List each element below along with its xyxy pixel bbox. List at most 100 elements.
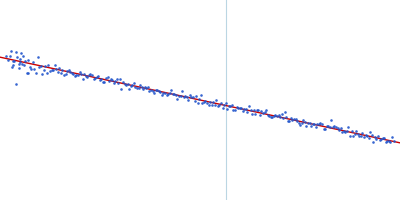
Point [280,117,286,120]
Point [244,110,251,113]
Point [22,60,28,63]
Point [255,108,262,112]
Point [215,104,221,107]
Point [261,110,268,114]
Point [151,92,157,95]
Point [48,68,55,71]
Point [258,109,265,113]
Point [373,138,380,141]
Point [104,76,111,79]
Point [282,111,288,114]
Point [123,83,129,86]
Point [152,88,159,91]
Point [64,70,70,73]
Point [126,88,132,91]
Point [25,58,31,62]
Point [190,95,196,98]
Point [191,99,198,102]
Point [53,68,59,71]
Point [108,77,114,80]
Point [134,87,140,90]
Point [305,121,311,124]
Point [103,76,109,80]
Point [67,70,73,73]
Point [288,117,294,120]
Point [96,78,103,81]
Point [241,107,248,111]
Point [95,74,101,78]
Point [269,116,276,119]
Point [368,134,375,137]
Point [204,101,210,104]
Point [339,131,346,134]
Point [334,126,341,130]
Point [350,135,356,138]
Point [235,106,241,109]
Point [224,108,230,111]
Point [243,108,249,111]
Point [366,136,372,139]
Point [356,135,362,138]
Point [145,85,151,88]
Point [302,120,308,124]
Point [114,77,120,80]
Point [157,90,164,94]
Point [34,56,41,59]
Point [50,68,56,71]
Point [6,54,13,57]
Point [367,130,374,133]
Point [316,123,322,126]
Point [110,81,117,85]
Point [247,108,254,111]
Point [140,87,146,91]
Point [16,62,22,65]
Point [263,108,269,112]
Point [31,68,38,71]
Point [198,94,204,97]
Point [72,75,78,78]
Point [154,89,160,92]
Point [341,130,347,133]
Point [170,92,176,95]
Point [331,125,338,128]
Point [375,135,381,138]
Point [313,126,319,129]
Point [384,139,390,142]
Point [179,89,185,92]
Point [84,76,90,79]
Point [98,78,104,81]
Point [38,64,44,67]
Point [180,95,187,99]
Point [54,70,61,73]
Point [299,121,305,124]
Point [218,101,224,104]
Point [378,137,384,141]
Point [124,83,131,86]
Point [66,69,72,72]
Point [389,136,395,139]
Point [297,123,304,126]
Point [380,136,386,140]
Point [45,64,52,67]
Point [81,73,87,76]
Point [10,63,16,67]
Point [342,131,348,134]
Point [3,54,10,57]
Point [328,118,334,121]
Point [131,81,137,84]
Point [250,108,257,112]
Point [185,98,192,102]
Point [212,104,218,107]
Point [196,97,202,100]
Point [76,70,83,73]
Point [90,77,97,81]
Point [106,79,112,82]
Point [201,100,207,104]
Point [352,133,358,136]
Point [260,111,266,114]
Point [359,132,366,135]
Point [61,74,67,77]
Point [100,80,106,83]
Point [322,127,328,130]
Point [354,132,361,135]
